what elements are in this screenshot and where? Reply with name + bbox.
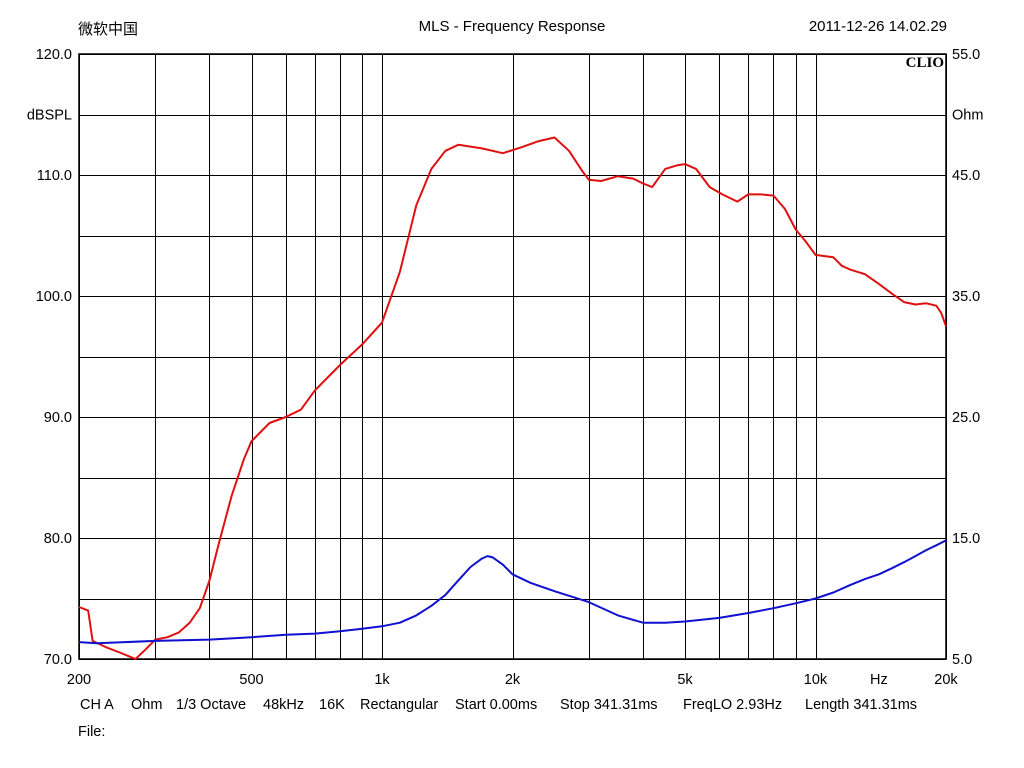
- clio-logo: CLIO: [906, 55, 944, 71]
- x-tick-label: 10k: [804, 672, 828, 688]
- size-label: 16K: [319, 697, 345, 713]
- axis-label-layer: 70.0 80.0 90.0 100.0 110.0 120.0 dBSPL 5.0 15.0 2…: [27, 47, 984, 688]
- y-right-tick-label: 45.0: [952, 168, 980, 184]
- y-right-tick-label: 35.0: [952, 289, 980, 305]
- frequency-response-chart: 70.0 80.0 90.0 100.0 110.0 120.0 dBSPL 5.0 15.0 2…: [27, 47, 984, 688]
- length-label: Length 341.31ms: [805, 697, 918, 713]
- file-label: File:: [78, 724, 106, 740]
- grid-layer: [78, 53, 947, 660]
- timestamp: 2011-12-26 14.02.29: [808, 18, 947, 35]
- unit-label: Ohm: [131, 697, 163, 713]
- header-left-label: 微软中国: [78, 21, 139, 38]
- plot-frame: [78, 53, 947, 660]
- channel-label: CH A: [80, 697, 114, 713]
- y-right-tick-label: 25.0: [952, 410, 980, 426]
- y-left-tick-label: 110.0: [37, 168, 72, 184]
- spl-curve: [78, 136, 947, 660]
- y-left-tick-label: 90.0: [44, 410, 72, 426]
- y-left-tick-label: 80.0: [44, 531, 72, 547]
- x-unit-label: Hz: [870, 672, 888, 688]
- window-label: Rectangular: [360, 697, 439, 713]
- stop-label: Stop 341.31ms: [560, 697, 658, 713]
- x-tick-label: 5k: [677, 672, 693, 688]
- x-tick-label: 20k: [934, 672, 958, 688]
- x-tick-label: 2k: [505, 672, 521, 688]
- x-tick-label: 500: [239, 672, 263, 688]
- y-left-tick-label: 70.0: [44, 652, 72, 668]
- rate-label: 48kHz: [263, 697, 305, 713]
- y-right-tick-label: 5.0: [952, 652, 972, 668]
- octave-label: 1/3 Octave: [176, 697, 247, 713]
- y-left-unit-label: dBSPL: [27, 108, 72, 124]
- x-tick-label: 1k: [374, 672, 390, 688]
- x-tick-label: 200: [67, 672, 91, 688]
- y-right-unit-label: Ohm: [952, 108, 983, 124]
- y-left-tick-label: 100.0: [36, 289, 72, 305]
- chart-title: MLS - Frequency Response: [418, 18, 606, 35]
- impedance-curve: [78, 539, 947, 645]
- y-left-tick-label: 120.0: [36, 47, 72, 63]
- freqlo-label: FreqLO 2.93Hz: [683, 697, 783, 713]
- y-right-tick-label: 55.0: [952, 47, 980, 63]
- curve-layer: [78, 136, 947, 660]
- y-right-tick-label: 15.0: [952, 531, 980, 547]
- start-label: Start 0.00ms: [455, 697, 538, 713]
